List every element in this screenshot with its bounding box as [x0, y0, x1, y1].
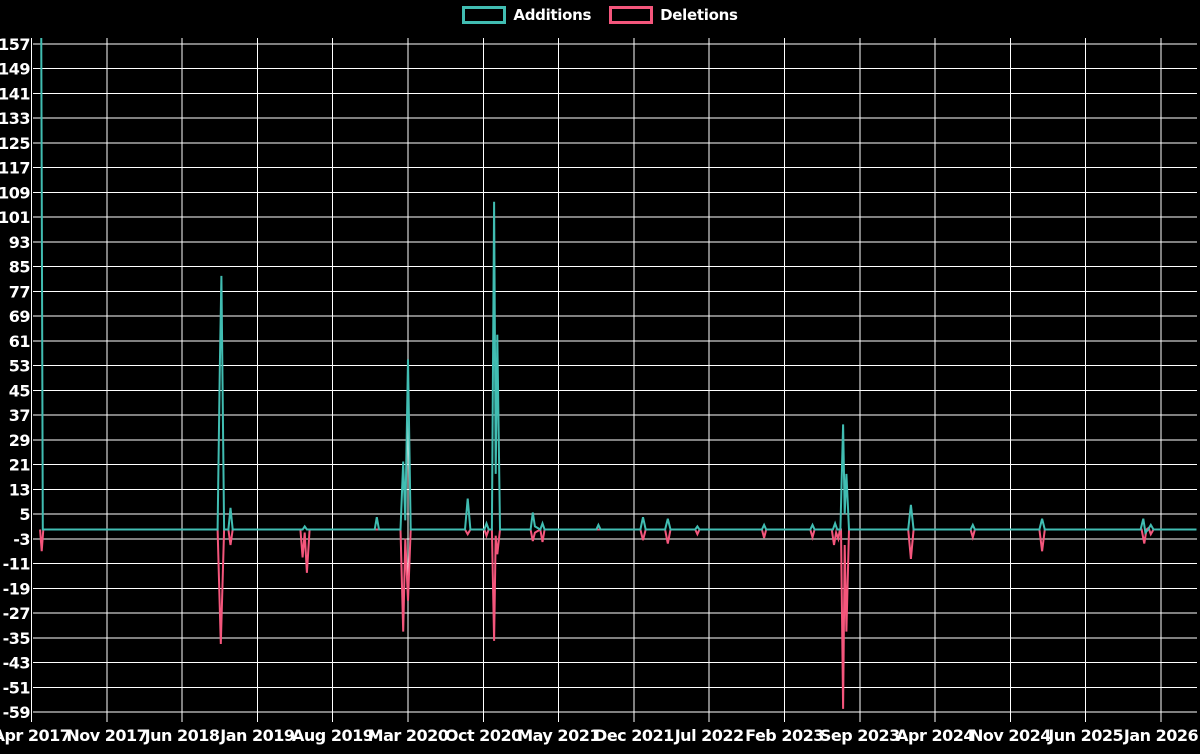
y-tick-label: -27: [3, 604, 30, 623]
y-axis-labels: 157 149 141 133 125 117 109 101 93 85 77 69 61 53 45 37…: [0, 35, 31, 722]
x-tick-label: May 2021: [517, 726, 600, 745]
series-group: [39, 38, 1197, 709]
x-tick-label: Dec 2021: [594, 726, 674, 745]
x-tick-label: Jun 2018: [144, 726, 220, 745]
additions-legend-label: Additions: [513, 5, 592, 24]
legend-item-additions[interactable]: Additions: [462, 6, 591, 24]
y-tick-label: 133: [0, 109, 30, 128]
x-tick-label: Apr 2024: [896, 726, 974, 745]
y-tick-label: 53: [9, 357, 30, 376]
x-tick-label: Sep 2023: [820, 726, 900, 745]
x-tick-label: Nov 2024: [970, 726, 1051, 745]
y-tick-label: 141: [0, 84, 30, 103]
y-tick-label: 109: [0, 183, 30, 202]
y-tick-label: -59: [3, 703, 31, 722]
y-tick-label: 101: [0, 208, 30, 227]
y-tick-label: 5: [19, 505, 30, 524]
y-tick-label: 29: [9, 431, 31, 450]
deletions-line: [39, 526, 1197, 709]
legend-item-deletions[interactable]: Deletions: [609, 5, 738, 24]
additions-line: [40, 38, 1197, 535]
x-tick-label: Feb 2023: [745, 726, 824, 745]
y-tick-label: 61: [9, 332, 31, 351]
x-tick-label: Jun 2025: [1047, 726, 1123, 745]
x-tick-label: Jan 2019: [219, 726, 295, 745]
deletions-swatch-icon: [609, 6, 654, 24]
x-tick-label: Oct 2020: [445, 726, 522, 745]
x-tick-label: Mar 2020: [368, 726, 449, 745]
y-tick-label: 93: [9, 233, 30, 252]
y-tick-label: 21: [9, 456, 31, 475]
y-tick-label: 77: [9, 282, 30, 301]
y-tick-label: 13: [9, 480, 30, 499]
x-tick-label: Jul 2022: [674, 726, 744, 745]
x-tick-label: Aug 2019: [292, 726, 374, 745]
y-tick-label: 45: [9, 381, 31, 400]
y-tick-label: 157: [0, 35, 30, 54]
y-tick-label: -51: [3, 678, 31, 697]
additions-swatch-icon: [462, 6, 507, 24]
x-tick-label: Apr 2017: [0, 726, 70, 745]
y-tick-label: 149: [0, 60, 30, 79]
y-tick-label: 117: [0, 159, 30, 178]
y-tick-label: -19: [3, 579, 31, 598]
y-tick-label: -11: [3, 555, 31, 574]
deletions-legend-label: Deletions: [660, 5, 738, 24]
gridlines: [31, 38, 1197, 722]
y-tick-label: 69: [9, 307, 31, 326]
y-tick-label: 37: [9, 406, 30, 425]
x-tick-label: Nov 2017: [66, 726, 147, 745]
y-tick-label: -3: [13, 530, 30, 549]
y-tick-label: -43: [3, 654, 30, 673]
chart-legend: Additions Deletions: [0, 6, 1200, 24]
y-tick-label: 85: [9, 258, 31, 277]
x-tick-label: Jan 2026: [1123, 726, 1199, 745]
y-tick-label: 125: [0, 134, 30, 153]
y-tick-label: -35: [3, 629, 31, 648]
